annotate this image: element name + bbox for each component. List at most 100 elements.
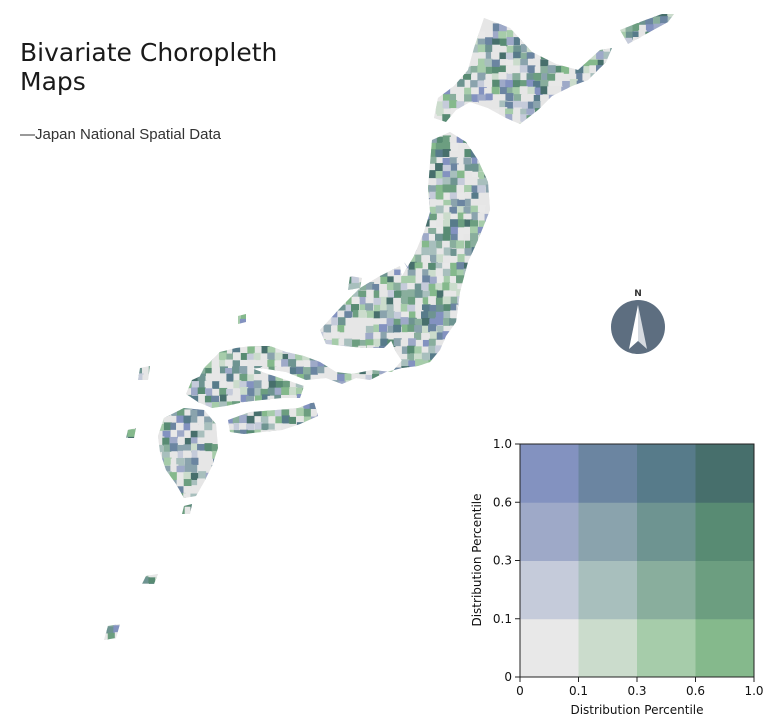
municipality-cell	[104, 170, 109, 179]
municipality-cell	[107, 352, 116, 361]
municipality-cell	[104, 86, 108, 95]
municipality-cell	[548, 303, 557, 312]
municipality-cell	[226, 37, 235, 46]
municipality-cell	[520, 157, 529, 166]
municipality-cell	[471, 87, 480, 96]
municipality-cell	[253, 65, 262, 74]
municipality-cell	[114, 234, 123, 243]
municipality-cell	[274, 17, 283, 26]
municipality-cell	[477, 72, 486, 81]
municipality-cell	[344, 408, 353, 417]
municipality-cell	[128, 72, 137, 81]
municipality-cell	[288, 262, 297, 271]
municipality-cell	[365, 80, 374, 89]
municipality-cell	[414, 290, 423, 299]
municipality-cell	[520, 108, 529, 117]
municipality-cell	[106, 164, 115, 173]
municipality-cell	[687, 394, 695, 402]
municipality-cell	[289, 339, 298, 348]
municipality-cell	[554, 318, 563, 327]
municipality-cell	[162, 191, 171, 200]
municipality-cell	[632, 226, 641, 235]
municipality-cell	[134, 177, 143, 186]
municipality-cell	[401, 191, 410, 200]
municipality-cell	[261, 394, 270, 403]
municipality-cell	[428, 23, 437, 32]
municipality-cell	[317, 206, 326, 215]
municipality-cell	[393, 247, 402, 256]
municipality-cell	[449, 367, 458, 376]
municipality-cell	[429, 142, 438, 151]
municipality-cell	[499, 128, 508, 137]
municipality-cell	[568, 395, 577, 404]
municipality-cell	[534, 87, 543, 96]
municipality-cell	[219, 206, 228, 215]
municipality-cell	[261, 80, 270, 89]
municipality-cell	[127, 409, 136, 418]
municipality-cell	[639, 191, 648, 200]
municipality-cell	[505, 388, 514, 397]
municipality-cell	[142, 338, 151, 347]
municipality-cell	[373, 24, 382, 33]
municipality-cell	[338, 115, 347, 124]
municipality-cell	[688, 143, 696, 151]
municipality-cell	[197, 177, 206, 186]
municipality-cell	[233, 255, 242, 264]
municipality-cell	[596, 227, 605, 236]
municipality-cell	[156, 121, 165, 130]
municipality-cell	[575, 366, 584, 375]
municipality-cell	[527, 381, 536, 390]
municipality-cell	[498, 220, 507, 229]
municipality-cell	[310, 142, 319, 151]
municipality-cell	[386, 227, 395, 236]
municipality-cell	[436, 66, 445, 75]
municipality-cell	[562, 388, 571, 397]
municipality-cell	[316, 254, 325, 263]
municipality-cell	[163, 58, 172, 67]
municipality-cell	[478, 402, 487, 411]
municipality-cell	[281, 409, 290, 418]
municipality-cell	[107, 44, 116, 53]
municipality-cell	[190, 346, 199, 355]
municipality-cell	[394, 387, 403, 396]
municipality-cell	[520, 303, 529, 312]
municipality-cell	[204, 150, 213, 159]
municipality-cell	[247, 30, 256, 39]
municipality-cell	[331, 296, 340, 305]
municipality-cell	[106, 247, 115, 256]
municipality-cell	[204, 290, 213, 299]
municipality-cell	[653, 198, 662, 207]
municipality-cell	[163, 17, 172, 26]
municipality-cell	[638, 171, 647, 180]
municipality-cell	[638, 381, 647, 390]
municipality-cell	[534, 338, 543, 347]
municipality-cell	[673, 72, 674, 81]
municipality-cell	[344, 311, 353, 320]
municipality-cell	[414, 262, 423, 271]
municipality-cell	[491, 51, 500, 60]
municipality-cell	[499, 318, 508, 327]
municipality-cell	[429, 220, 438, 229]
municipality-cell	[310, 409, 319, 418]
municipality-cell	[583, 59, 592, 68]
municipality-cell	[589, 79, 598, 88]
municipality-cell	[345, 149, 354, 158]
municipality-cell	[344, 157, 353, 166]
municipality-cell	[485, 401, 494, 410]
municipality-cell	[358, 310, 367, 319]
municipality-cell	[624, 276, 633, 285]
municipality-cell	[317, 408, 326, 417]
municipality-cell	[597, 17, 606, 26]
municipality-cell	[177, 346, 186, 355]
municipality-cell	[652, 255, 661, 264]
municipality-cell	[512, 157, 521, 166]
municipality-cell	[421, 163, 430, 172]
municipality-cell	[429, 128, 438, 137]
municipality-cell	[184, 157, 193, 166]
municipality-cell	[316, 352, 325, 361]
municipality-cell	[632, 164, 641, 173]
municipality-cell	[358, 317, 367, 326]
municipality-cell	[422, 401, 431, 410]
municipality-cell	[317, 360, 326, 369]
municipality-cell	[541, 73, 550, 82]
